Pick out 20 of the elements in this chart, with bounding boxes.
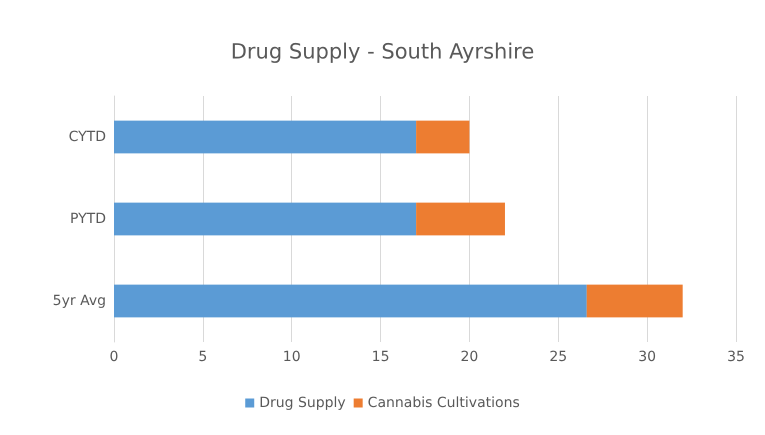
- bar: [586, 284, 683, 318]
- legend-label: Cannabis Cultivations: [368, 395, 520, 411]
- x-tick-label: 5: [198, 349, 208, 365]
- bar: [114, 202, 416, 236]
- legend-label: Drug Supply: [259, 395, 346, 411]
- y-tick-label: PYTD: [70, 211, 106, 227]
- bar: [416, 202, 505, 236]
- x-tick-label: 10: [282, 349, 301, 365]
- chart-title: Drug Supply - South Ayrshire: [230, 40, 534, 64]
- y-tick-label: CYTD: [68, 129, 106, 145]
- x-tick-label: 25: [549, 349, 568, 365]
- x-tick-label: 15: [372, 349, 390, 365]
- bar: [114, 120, 416, 154]
- x-tick-label: 20: [460, 349, 478, 365]
- bar: [416, 120, 470, 154]
- y-tick-label: 5yr Avg: [52, 293, 106, 309]
- bar: [114, 284, 587, 318]
- x-tick-label: 30: [638, 349, 656, 365]
- x-tick-label: 35: [727, 349, 745, 365]
- x-tick-label: 0: [110, 349, 118, 365]
